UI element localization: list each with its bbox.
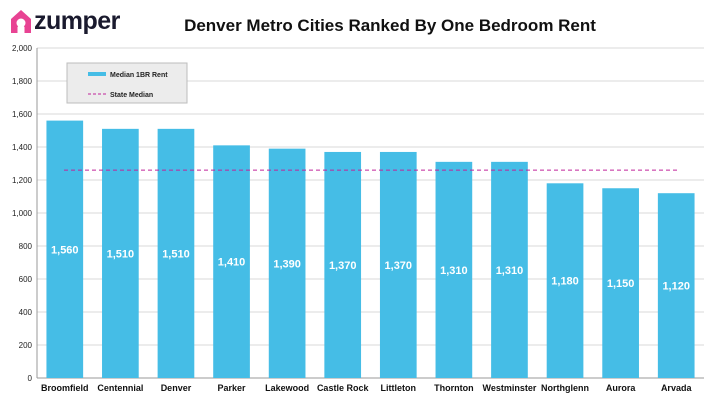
x-category-label: Broomfield [41, 383, 89, 393]
x-category-label: Denver [161, 383, 192, 393]
bar-value-label: 1,370 [385, 260, 413, 272]
bar[interactable] [46, 120, 84, 378]
bar[interactable] [435, 161, 473, 378]
bar-value-label: 1,180 [551, 276, 579, 288]
bar[interactable] [546, 183, 584, 378]
y-tick-label: 600 [19, 275, 33, 284]
bar-value-label: 1,310 [440, 265, 468, 277]
bar[interactable] [268, 148, 306, 378]
x-category-label: Northglenn [541, 383, 589, 393]
legend-swatch-bar [88, 72, 106, 76]
bar-value-label: 1,120 [662, 281, 690, 293]
bar[interactable] [491, 161, 528, 378]
y-tick-label: 0 [28, 374, 33, 383]
x-category-label: Westminster [483, 383, 537, 393]
y-tick-label: 400 [19, 308, 33, 317]
y-tick-label: 1,000 [12, 209, 33, 218]
y-tick-label: 1,600 [12, 110, 33, 119]
x-category-label: Castle Rock [317, 383, 370, 393]
y-tick-label: 1,200 [12, 176, 33, 185]
bar-value-label: 1,390 [273, 258, 301, 270]
x-category-label: Littleton [381, 383, 417, 393]
x-category-label: Parker [218, 383, 247, 393]
y-axis: 0 200 400 600 800 1,000 1,200 1,400 1,600 1,800 2,… [12, 44, 704, 393]
bar-value-label: 1,410 [218, 257, 246, 269]
bar[interactable] [657, 193, 695, 378]
legend-label-median-rent: Median 1BR Rent [110, 72, 168, 79]
house-icon [11, 10, 31, 33]
chart-title: Denver Metro Cities Ranked By One Bedroo… [184, 16, 596, 35]
y-tick-label: 2,000 [12, 44, 33, 53]
y-tick-label: 800 [19, 242, 33, 251]
bar[interactable] [213, 145, 250, 378]
brand-name: zumper [34, 6, 120, 35]
bar[interactable] [379, 151, 417, 378]
bars: 1,560 1,510 1,510 1,410 1,390 1,370 1,370 1,310… [46, 120, 695, 378]
legend: Median 1BR Rent State Median [66, 62, 188, 104]
bar-value-label: 1,510 [107, 248, 135, 260]
x-category-label: Aurora [606, 383, 636, 393]
bar[interactable] [602, 188, 639, 378]
bar-value-label: 1,150 [607, 278, 635, 290]
x-category-label: Centennial [97, 383, 143, 393]
bar-value-label: 1,510 [162, 248, 190, 260]
y-tick-label: 1,400 [12, 143, 33, 152]
x-category-label: Lakewood [265, 383, 309, 393]
bar-value-label: 1,370 [329, 260, 357, 272]
bar-value-label: 1,310 [496, 265, 524, 277]
bar-value-label: 1,560 [51, 244, 79, 256]
legend-label-state-median: State Median [110, 92, 153, 99]
x-category-label: Thornton [434, 383, 474, 393]
brand-logo[interactable]: zumper [8, 6, 120, 36]
x-category-label: Arvada [661, 383, 693, 393]
y-tick-label: 200 [19, 341, 33, 350]
legend-box [66, 62, 188, 104]
bar[interactable] [324, 151, 362, 378]
y-tick-label: 1,800 [12, 77, 33, 86]
